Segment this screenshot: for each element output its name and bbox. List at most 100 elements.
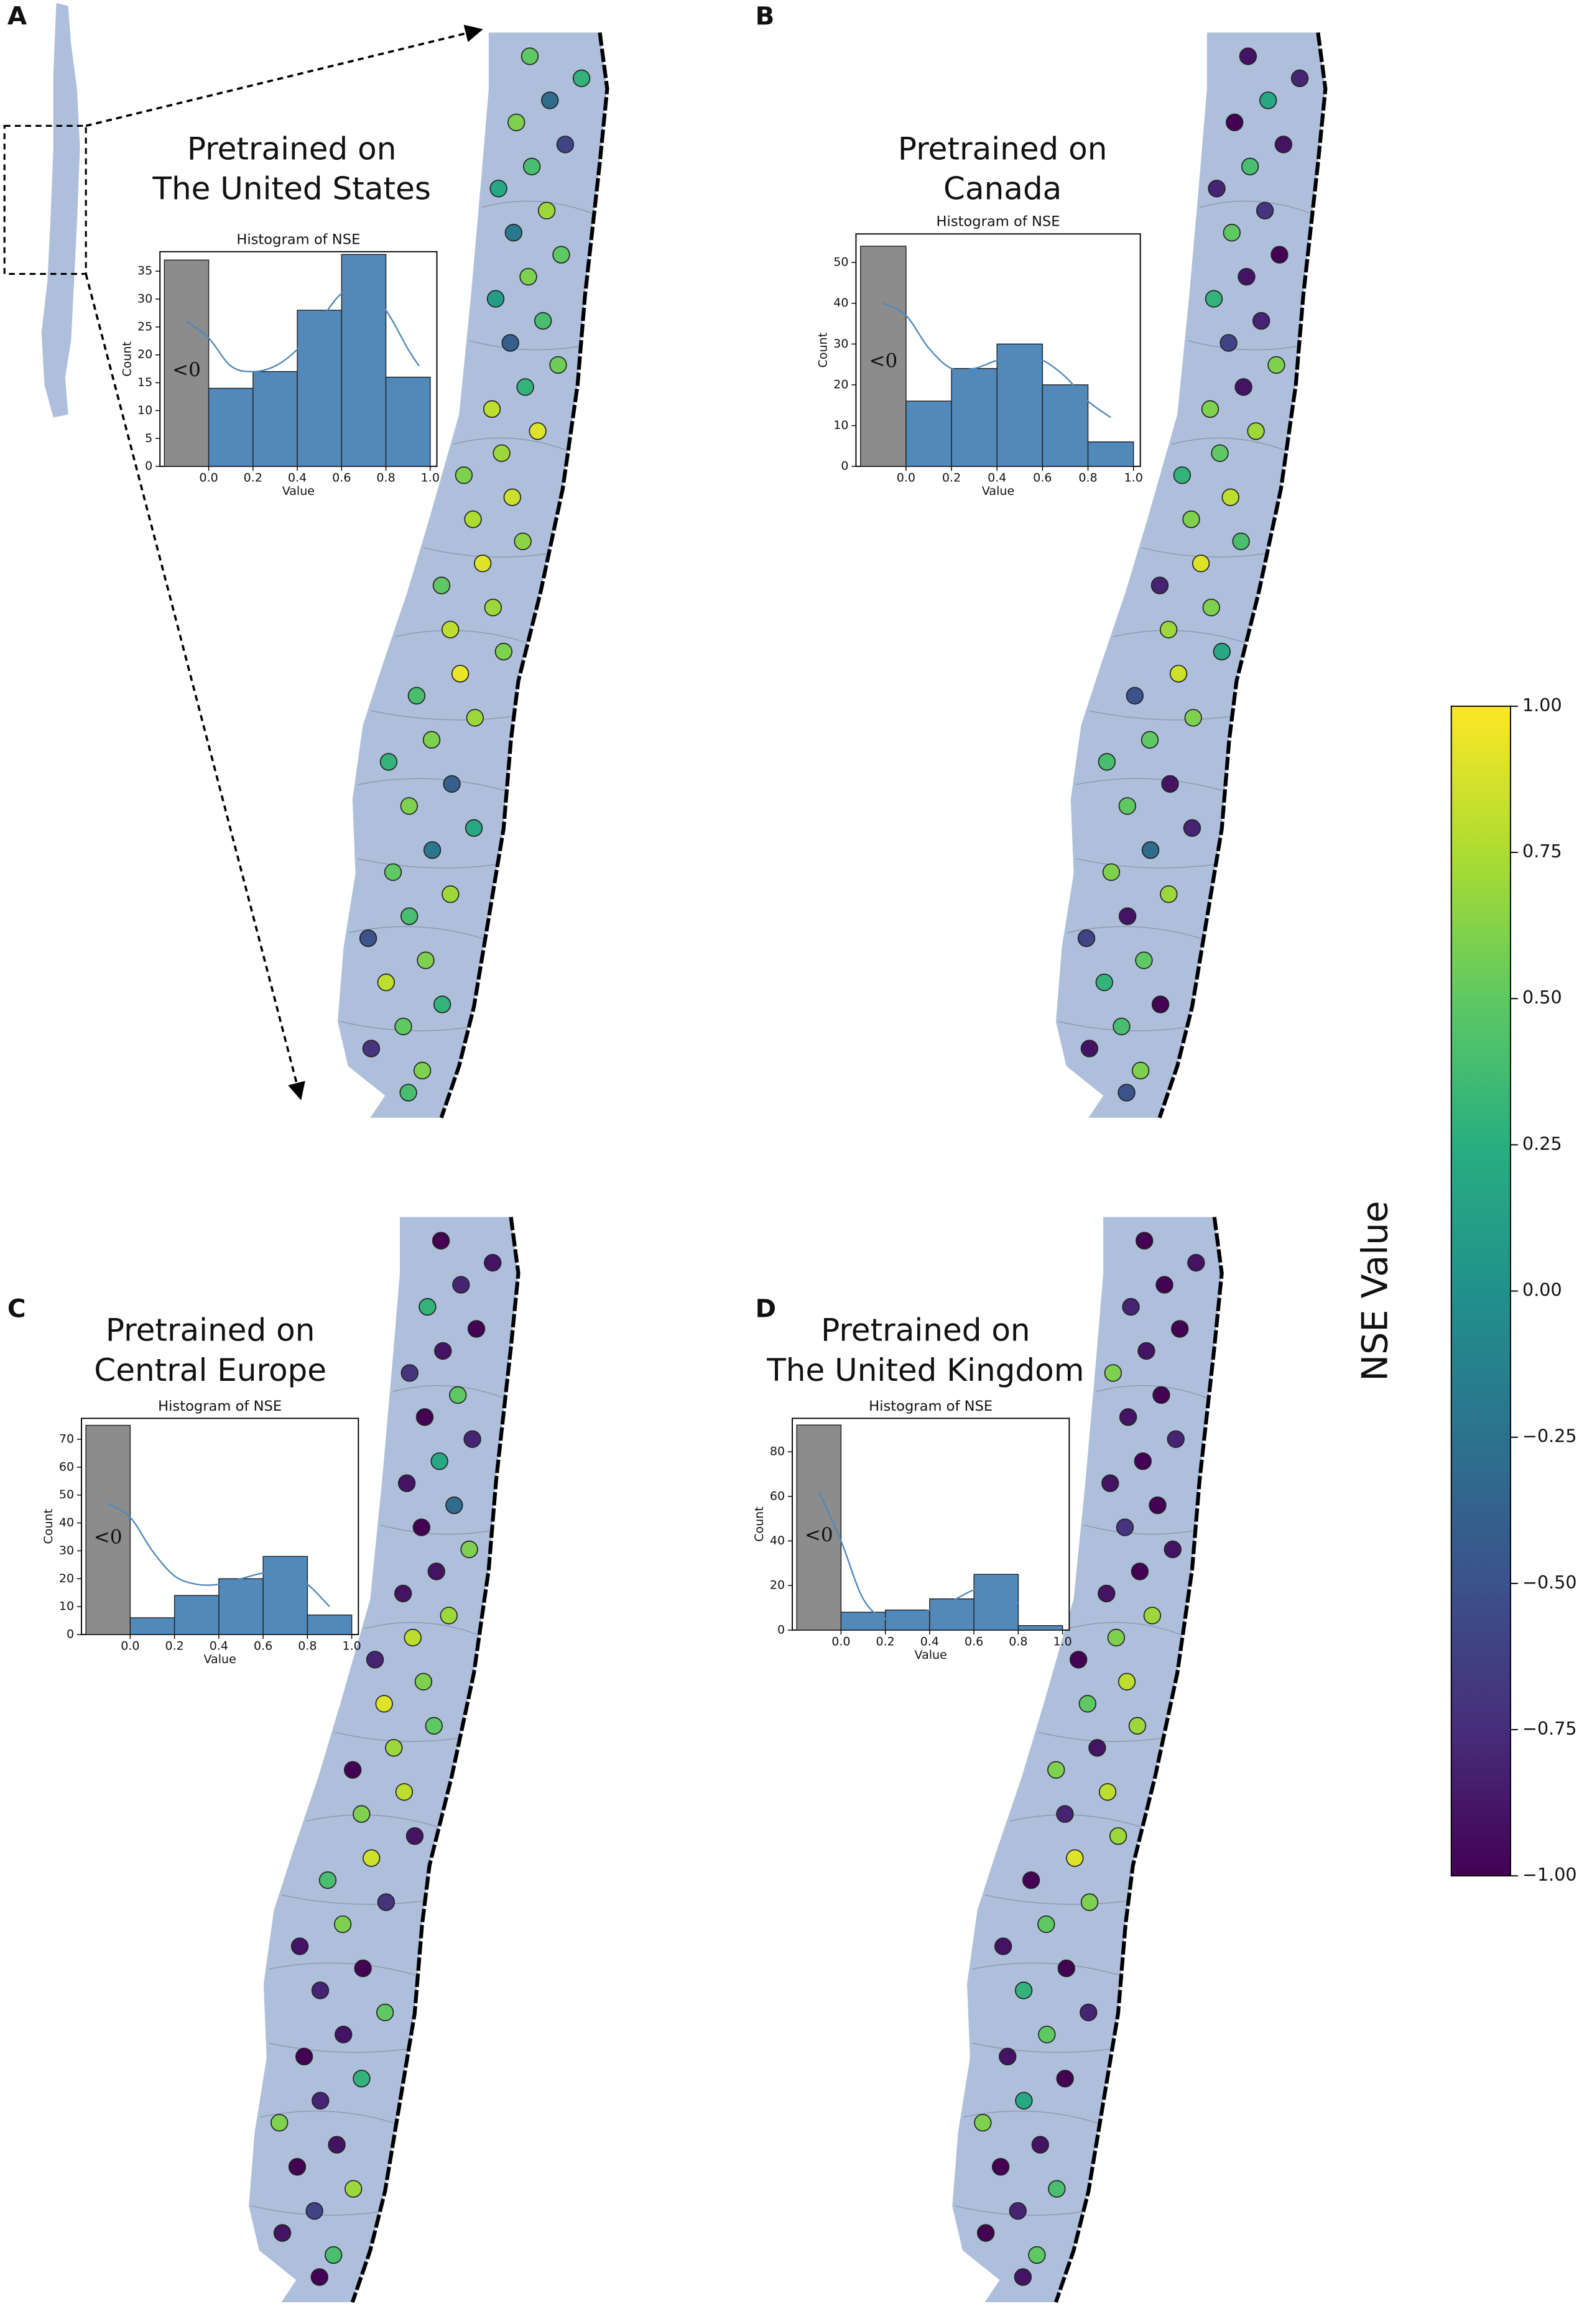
x-axis-label: Value	[982, 484, 1014, 498]
station	[305, 2202, 323, 2220]
station	[1164, 1540, 1182, 1559]
colorbar-label: NSE Value	[1354, 1201, 1395, 1381]
y-tick-label: 80	[770, 1445, 785, 1459]
station	[1122, 1298, 1140, 1316]
station	[1080, 1040, 1099, 1058]
y-tick-label: 50	[59, 1488, 74, 1501]
station	[489, 180, 507, 198]
y-tick-label: 35	[137, 264, 152, 278]
negative-label: <0	[869, 350, 898, 372]
x-tick-label: 0.2	[165, 1639, 183, 1653]
station	[1077, 929, 1096, 948]
station	[1118, 907, 1137, 925]
station	[405, 1827, 424, 1845]
station	[1161, 775, 1179, 793]
y-axis-label: Count	[42, 1508, 55, 1544]
station	[377, 1893, 396, 1911]
country-shape	[952, 1217, 1222, 2302]
andes-border	[1053, 1217, 1224, 2303]
overview-country	[41, 2, 80, 418]
y-tick-label: 20	[770, 1579, 785, 1592]
colorbar-tick-label: −0.25	[1522, 1426, 1577, 1447]
y-tick-label: 10	[137, 403, 152, 417]
station	[397, 1474, 416, 1492]
x-tick-label: 0.6	[332, 471, 351, 485]
region-border	[963, 2110, 1098, 2124]
station	[432, 576, 451, 594]
station	[1256, 201, 1274, 219]
panel-label: B	[756, 1, 775, 31]
region-border	[1187, 340, 1297, 351]
x-tick-label: 0.0	[199, 471, 218, 485]
panel-label: D	[756, 1293, 777, 1323]
station	[463, 1430, 481, 1448]
station	[516, 378, 534, 396]
region-border	[469, 340, 579, 351]
station	[1015, 2091, 1033, 2110]
panel-label: C	[7, 1293, 26, 1323]
station	[1009, 2202, 1027, 2220]
panel-title: Canada	[943, 171, 1062, 207]
zoom-arrow	[85, 274, 305, 1100]
station	[1169, 665, 1188, 683]
station	[1069, 1651, 1088, 1669]
station	[1241, 157, 1259, 175]
y-tick-label: 40	[833, 296, 848, 310]
station	[473, 555, 492, 573]
histogram-title: Histogram of NSE	[158, 1398, 282, 1414]
y-tick-label: 30	[137, 292, 152, 306]
station	[556, 136, 575, 154]
station	[484, 1253, 502, 1272]
station	[1182, 510, 1200, 528]
y-tick-label: 0	[67, 1628, 74, 1641]
station	[433, 995, 451, 1013]
y-tick-label: 60	[59, 1460, 74, 1473]
overview-map	[3, 2, 483, 1100]
region-border	[1068, 1621, 1181, 1635]
negative-label: <0	[94, 1526, 123, 1549]
station	[335, 2026, 353, 2044]
station	[501, 334, 519, 352]
y-tick-label: 40	[59, 1516, 74, 1529]
kde-curve	[186, 286, 420, 372]
station	[1223, 224, 1241, 242]
station	[434, 1342, 452, 1360]
station	[534, 311, 552, 330]
station	[1136, 1232, 1154, 1250]
station	[1098, 1783, 1117, 1801]
station	[384, 863, 402, 881]
region-border	[268, 1962, 416, 1976]
station	[1022, 1871, 1040, 1889]
colorbar-tick-label: 0.25	[1522, 1133, 1562, 1154]
station	[493, 444, 511, 463]
station	[1128, 1717, 1147, 1735]
station	[1149, 1496, 1167, 1515]
map-panel	[952, 1217, 1224, 2303]
bar	[218, 1578, 264, 1635]
colorbar-tick-label: −0.75	[1522, 1718, 1577, 1739]
station	[519, 267, 537, 286]
negative-bar	[860, 246, 907, 467]
station	[484, 598, 502, 617]
station	[1184, 709, 1202, 727]
station	[363, 1849, 381, 1867]
bar	[1017, 1625, 1063, 1631]
region-border	[1083, 1524, 1193, 1535]
x-tick-label: 0.4	[288, 471, 307, 485]
y-tick-label: 20	[137, 348, 152, 361]
colorbar-tick-label: 1.00	[1522, 694, 1562, 716]
station	[521, 47, 539, 65]
station	[1080, 1893, 1099, 1911]
station	[1226, 113, 1244, 132]
x-tick-label: 0.4	[920, 1635, 939, 1648]
bar	[174, 1595, 220, 1635]
station	[1155, 1276, 1173, 1294]
andes-border	[439, 32, 609, 1118]
panel-title: The United Kingdom	[766, 1352, 1084, 1388]
x-tick-label: 1.0	[1124, 471, 1143, 485]
bar	[1087, 441, 1134, 467]
station	[1259, 91, 1277, 109]
station	[318, 1871, 337, 1889]
bar	[297, 310, 343, 467]
station	[1205, 290, 1223, 308]
